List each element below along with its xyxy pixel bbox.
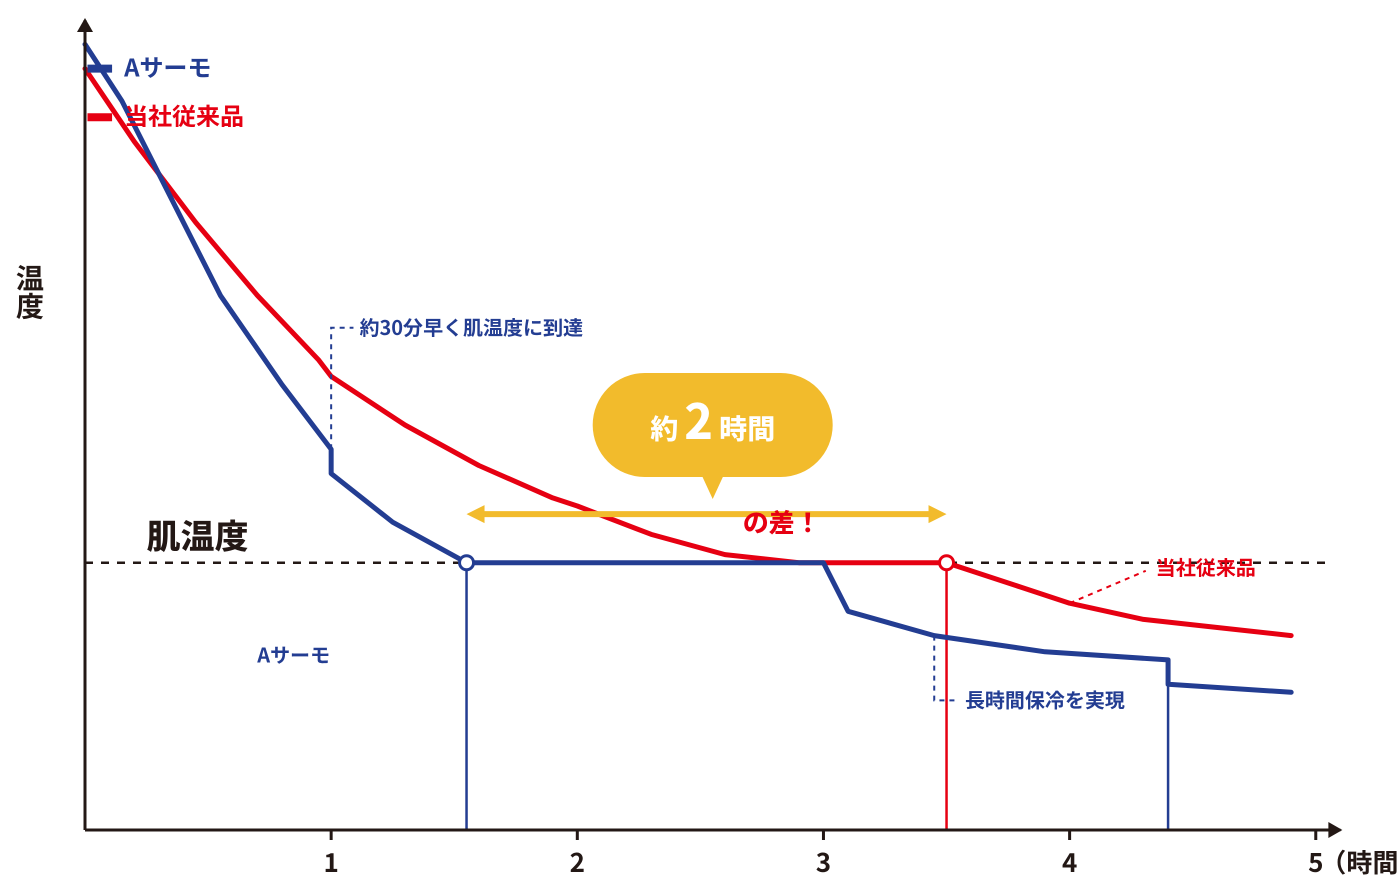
x-tick-label: 1 xyxy=(323,843,338,880)
legend-blue-label: Aサーモ xyxy=(123,49,211,84)
x-tick-label: 4 xyxy=(1062,843,1077,880)
gap-dot-left xyxy=(460,556,474,570)
y-axis-label: 温度 xyxy=(10,263,50,319)
legend-red-label: 当社従来品 xyxy=(124,97,244,132)
x-tick-label: 3 xyxy=(816,843,831,880)
gap-label: の差！ xyxy=(743,503,821,540)
x-unit-label: （時間） xyxy=(1320,843,1398,880)
callout-red: 当社従来品 xyxy=(1156,552,1256,581)
gap-dot-right xyxy=(940,556,954,570)
x-tick-label: 2 xyxy=(570,843,585,880)
callout-blue-2: 長時間保冷を実現 xyxy=(965,684,1125,713)
skin-temp-label: 肌温度 xyxy=(147,510,249,559)
callout-blue-1: 約30分早く肌温度に到達 xyxy=(359,312,583,341)
reach-label-blue: Aサーモ xyxy=(256,640,330,669)
